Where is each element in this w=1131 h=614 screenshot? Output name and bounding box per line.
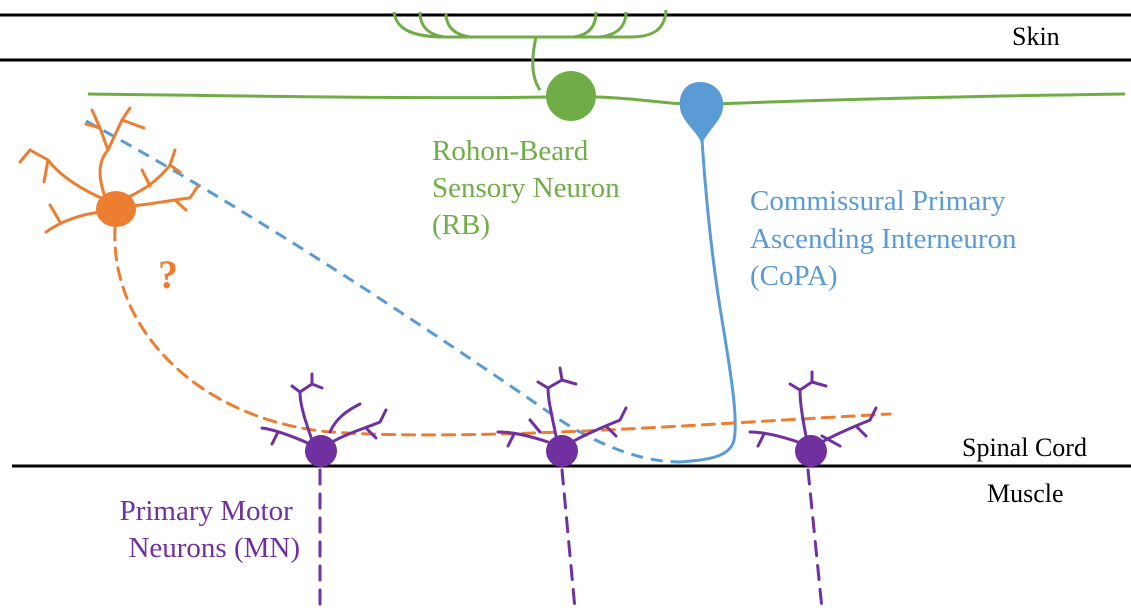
motor-neuron-1-cell-body: [305, 435, 337, 467]
muscle-label: Muscle: [987, 479, 1064, 508]
motor-neuron-3-cell-body: [795, 435, 827, 467]
motor-neuron-2-cell-body: [546, 435, 578, 467]
mn-label: Primary Motor Neurons (MN): [120, 495, 300, 564]
copa-axon: [679, 139, 737, 464]
copa-interneuron: [85, 82, 737, 464]
copa-label: Commissural Primary Ascending Interneuro…: [750, 185, 1024, 292]
rb-label: Rohon-Beard Sensory Neuron (RB): [432, 135, 627, 241]
copa-cell-body: [679, 82, 724, 144]
motor-neuron-2: [496, 366, 628, 611]
unknown-connection-label: ?: [158, 252, 178, 297]
rb-axon: [87, 92, 1126, 106]
motor-neuron-1: [260, 372, 388, 611]
spinal-cord-label: Spinal Cord: [962, 433, 1087, 462]
unknown-neuron-axon: [113, 226, 892, 437]
skin-label: Skin: [1012, 22, 1060, 51]
unknown-neuron-cell-body: [96, 191, 136, 227]
unknown-neuron: [18, 106, 892, 437]
rb-cell-body: [546, 71, 596, 121]
motor-neuron-3: [748, 370, 878, 611]
rohon-beard-neuron: [87, 9, 1126, 121]
